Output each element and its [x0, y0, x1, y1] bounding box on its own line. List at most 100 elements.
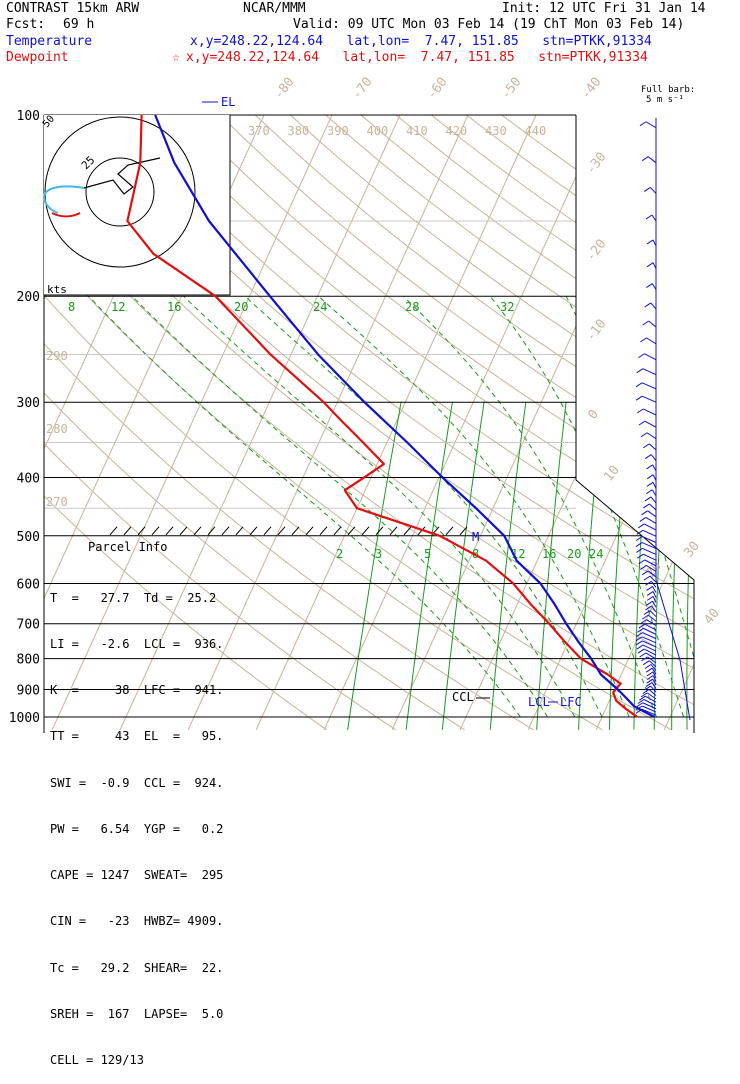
dewpoint-profile-point	[339, 419, 340, 420]
barb-legend-line2: 5 m s⁻¹	[646, 96, 684, 105]
temperature-profile-point	[442, 477, 443, 478]
dewpoint-profile-point	[270, 354, 271, 355]
wind-barb-flag	[645, 497, 651, 501]
isotherm-label: 0	[585, 407, 602, 422]
hatch-mark	[348, 527, 355, 535]
dewpoint-profile-point	[637, 716, 638, 717]
mixing-ratio-label: 20	[234, 300, 248, 314]
hatch-mark	[152, 527, 159, 535]
mixing-ratio-label: 24	[589, 547, 603, 561]
mixing-ratio-line	[579, 402, 603, 730]
wind-barb-flag	[640, 338, 646, 342]
wind-barb-flag	[636, 641, 642, 645]
wind-barb-flag	[638, 354, 644, 358]
isotherm-label: -80	[271, 75, 297, 103]
wind-barb-flag	[647, 596, 653, 600]
wind-barb	[642, 396, 656, 402]
hatch-mark	[320, 527, 327, 535]
wind-barb-flag	[647, 475, 653, 479]
pressure-label: 300	[17, 396, 40, 411]
mixing-ratio-line	[442, 402, 484, 730]
dewpoint-profile-point	[549, 623, 550, 624]
mixing-ratio-line	[537, 402, 566, 730]
isotherm-label: 10	[601, 463, 622, 485]
hatch-mark	[250, 527, 257, 535]
wind-barb	[648, 511, 656, 517]
model-name: CONTRAST 15km ARW	[6, 2, 139, 16]
parcel-row: PW = 6.54 YGP = 0.2	[50, 822, 223, 837]
wind-barb-flag	[639, 421, 645, 425]
pressure-label: 800	[17, 653, 40, 668]
parcel-row: LI = -2.6 LCL = 936.	[50, 637, 223, 652]
temperature-profile-point	[578, 641, 579, 642]
mixing-ratio-line	[348, 402, 401, 730]
isotherm-label: 30	[681, 539, 702, 561]
wind-barb-flag	[646, 490, 652, 494]
init-time: Init: 12 UTC Fri 31 Jan 14	[502, 2, 706, 16]
dewpoint-profile-point	[607, 674, 608, 675]
parcel-row: CIN = -23 HWBZ= 4909.	[50, 914, 223, 929]
mixing-ratio-label: 28	[405, 300, 419, 314]
wind-barb-flag	[647, 240, 653, 244]
lcl-marker-label: LCL	[528, 695, 550, 709]
wind-barb	[652, 284, 656, 290]
wind-barb-flag	[640, 122, 646, 126]
temperature-profile-point	[364, 402, 365, 403]
dry-adiabat-line	[502, 115, 740, 730]
temperature-profile-point	[540, 583, 541, 584]
wind-barb	[645, 421, 656, 427]
wind-barb	[647, 433, 656, 439]
dewpoint-profile-point	[613, 692, 614, 693]
parcel-row: CAPE = 1247 SWEAT= 295	[50, 868, 223, 883]
wind-barb	[652, 490, 656, 496]
wind-barb	[646, 517, 656, 523]
pressure-label: 400	[17, 471, 40, 486]
pressure-label: 600	[17, 577, 40, 592]
isotherm-line	[256, 115, 536, 730]
mixing-ratio-line	[406, 402, 452, 730]
temperature-location: x,y=248.22,124.64 lat,lon= 7.47, 151.85 …	[190, 35, 652, 49]
wind-barb-flag	[645, 455, 651, 459]
temperature-profile-point	[475, 508, 476, 509]
wind-barb-flag	[647, 482, 653, 486]
mixing-ratio-label: 2	[336, 547, 343, 561]
wind-barb-flag	[647, 591, 653, 595]
isotherm-line	[460, 115, 740, 730]
wind-barb-flag	[638, 649, 644, 653]
wind-barb-flag	[643, 321, 649, 325]
wind-barb-flag	[636, 633, 642, 637]
dewpoint-profile-point	[363, 442, 364, 443]
dewpoint-profile-point	[486, 560, 487, 561]
wind-barb-flag	[636, 548, 642, 552]
wind-barb	[643, 530, 656, 536]
wind-barb	[643, 554, 656, 560]
mixing-ratio-label: 3	[375, 547, 382, 561]
hodograph-background	[44, 115, 230, 295]
el-marker-label: EL	[221, 95, 235, 109]
hatch-mark	[124, 527, 131, 535]
temperature-profile-point	[318, 354, 319, 355]
temperature-profile-point	[633, 706, 634, 707]
hatch-mark	[194, 527, 201, 535]
wind-barb-flag	[636, 383, 642, 387]
barb-legend-line1: Full barb:	[641, 86, 695, 95]
temperature-profile-point	[600, 674, 601, 675]
lfc-marker-label: LFC	[560, 695, 582, 709]
pressure-label: 200	[17, 290, 40, 305]
wind-barb-flag	[642, 157, 648, 161]
hatch-mark	[404, 527, 411, 535]
isotherm-line	[732, 115, 740, 730]
wind-barb-flag	[645, 303, 651, 307]
temperature-profile-point	[208, 220, 209, 221]
mixing-ratio-label: 20	[567, 547, 581, 561]
wind-barb-flag	[646, 215, 652, 219]
parcel-row: T = 27.7 Td = 25.2	[50, 591, 223, 606]
theta-label: 280	[46, 422, 68, 436]
dewpoint-profile-point	[439, 535, 440, 536]
wind-barb-flag	[646, 668, 652, 672]
pressure-label: 1000	[9, 711, 40, 726]
dewpoint-profile-point	[140, 162, 141, 163]
mixing-ratio-label: 32	[500, 300, 514, 314]
mixing-ratio-label: 8	[68, 300, 75, 314]
hatch-mark	[110, 527, 117, 535]
